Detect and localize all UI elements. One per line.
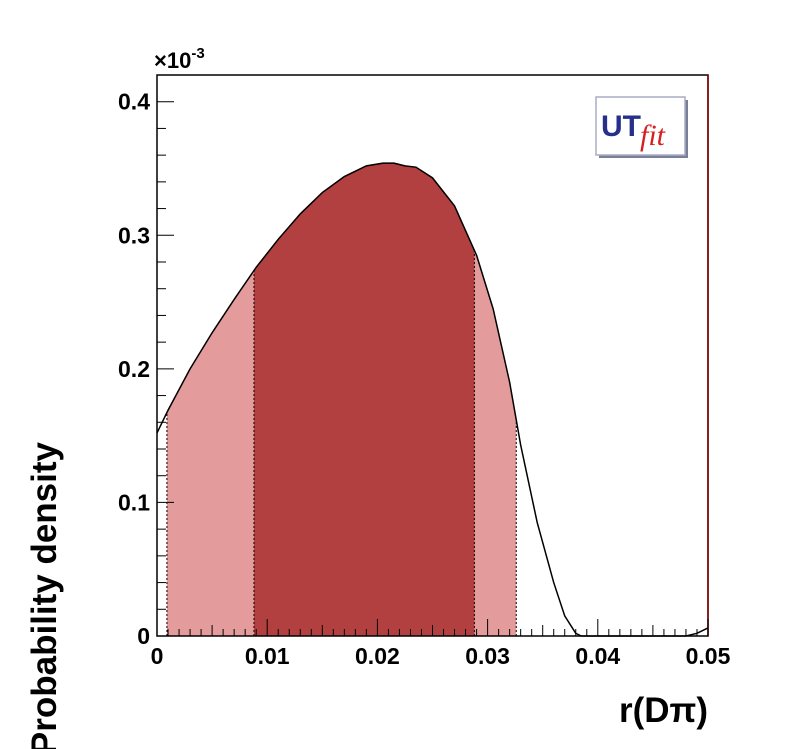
y-tick-label: 0.3 bbox=[118, 222, 150, 248]
y-tick-label: 0.2 bbox=[118, 356, 150, 382]
logo-text-ut: UT bbox=[601, 110, 641, 143]
credible-bands bbox=[166, 163, 517, 636]
y-tick-labels: 0 0.1 0.2 0.3 0.4 bbox=[118, 89, 150, 649]
x-tick-labels: 0 0.01 0.02 0.03 0.04 0.05 bbox=[151, 643, 731, 669]
logo-box bbox=[595, 96, 686, 156]
x-tick-label: 0.05 bbox=[686, 643, 731, 669]
axis-ticks bbox=[156, 74, 709, 637]
credible-band-68pct bbox=[253, 163, 475, 636]
utfit-logo: UT fit bbox=[595, 96, 688, 158]
y-scale-multiplier: ×10-3 bbox=[154, 45, 205, 73]
x-tick-label: 0 bbox=[151, 643, 164, 669]
y-tick-label: 0.1 bbox=[118, 489, 150, 515]
y-tick-label: 0 bbox=[137, 623, 150, 649]
y-tick-label: 0.4 bbox=[118, 89, 150, 115]
x-tick-label: 0.01 bbox=[245, 643, 290, 669]
x-tick-label: 0.03 bbox=[465, 643, 510, 669]
x-tick-label: 0.04 bbox=[575, 643, 620, 669]
x-axis-title: r(Dπ) bbox=[619, 691, 708, 730]
x-tick-label: 0.02 bbox=[355, 643, 400, 669]
logo-text-fit: fit bbox=[640, 119, 666, 152]
y-axis-title: Probability density bbox=[25, 441, 64, 749]
